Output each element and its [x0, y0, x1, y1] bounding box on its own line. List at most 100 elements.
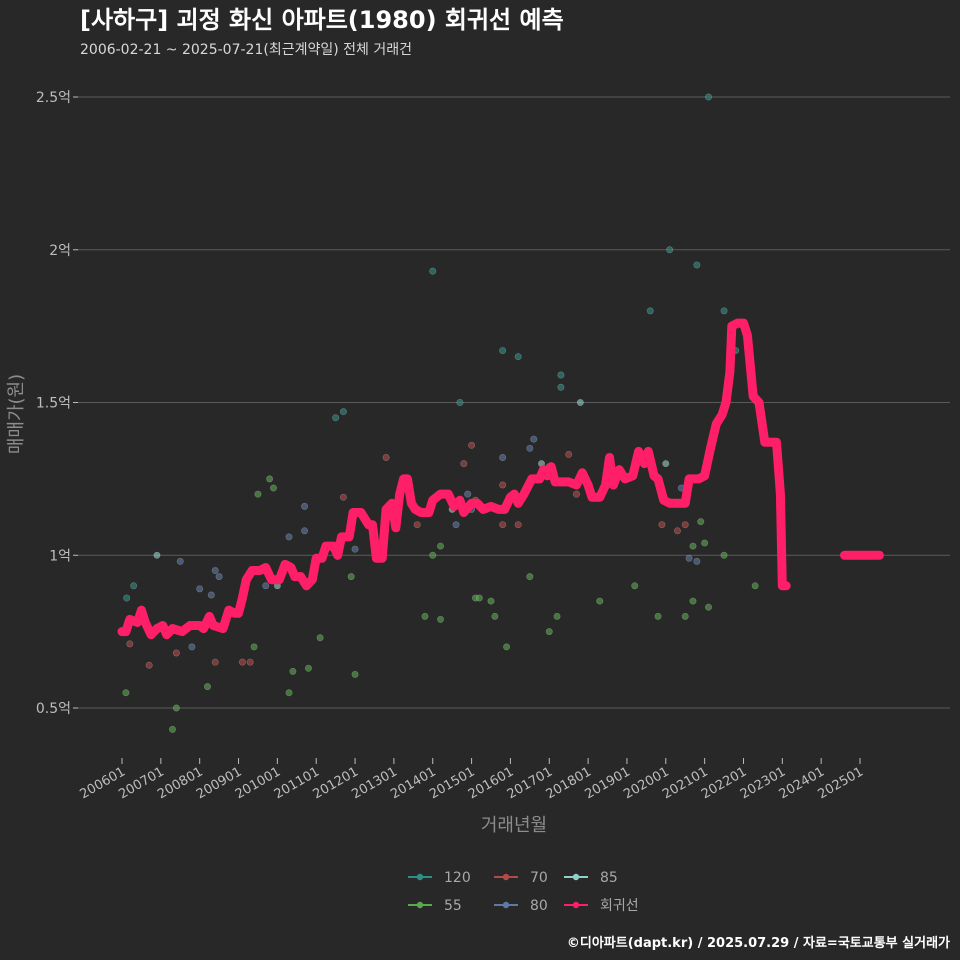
point-80	[215, 573, 223, 581]
point-70	[172, 649, 180, 657]
point-120	[646, 307, 654, 315]
point-55	[289, 667, 297, 675]
legend-item-55: 55	[408, 898, 462, 914]
point-55	[545, 628, 553, 636]
point-55	[705, 603, 713, 611]
point-70	[413, 521, 421, 529]
point-55	[553, 612, 561, 620]
legend-item-80: 80	[494, 898, 548, 914]
point-55	[720, 551, 728, 559]
gridlines	[78, 96, 950, 709]
point-80	[176, 557, 184, 565]
point-55	[421, 612, 429, 620]
point-70	[460, 460, 468, 468]
point-70	[681, 521, 689, 529]
point-55	[168, 725, 176, 733]
x-tick-label: 202501	[816, 764, 866, 802]
point-80	[262, 582, 270, 590]
point-80	[301, 527, 309, 535]
point-55	[266, 475, 274, 483]
point-55	[526, 573, 534, 581]
point-55	[689, 597, 697, 605]
point-80	[196, 585, 204, 593]
legend-item-회귀선: 회귀선	[564, 898, 639, 914]
point-80	[693, 557, 701, 565]
point-80	[351, 545, 359, 553]
point-55	[203, 683, 211, 691]
legend: 120 70 85 55 80 회귀선	[408, 870, 639, 914]
legend-dot	[416, 901, 424, 909]
x-axis-label: 거래년월	[481, 815, 547, 836]
y-tick-label: 1억	[49, 548, 71, 564]
legend-item-120: 120	[408, 870, 471, 886]
point-80	[499, 453, 507, 461]
y-tick-label: 2.5억	[36, 90, 71, 106]
point-120	[514, 353, 522, 361]
point-55	[491, 612, 499, 620]
footer-credit: ©디아파트(dapt.kr) / 2025.07.29 / 자료=국토교통부 실…	[567, 935, 950, 951]
point-55	[351, 670, 359, 678]
point-80	[452, 521, 460, 529]
point-85	[662, 460, 670, 468]
regression-segment	[117, 318, 791, 640]
point-55	[429, 551, 437, 559]
point-55	[304, 664, 312, 672]
point-70	[658, 521, 666, 529]
point-55	[701, 539, 709, 547]
legend-label: 70	[530, 870, 548, 886]
legend-dot	[572, 873, 580, 881]
point-70	[238, 658, 246, 666]
point-120	[705, 93, 713, 101]
legend-label: 120	[444, 870, 471, 886]
point-70	[565, 450, 573, 458]
point-80	[530, 435, 538, 443]
point-55	[631, 582, 639, 590]
point-70	[126, 640, 134, 648]
point-55	[316, 634, 324, 642]
point-80	[188, 643, 196, 651]
point-70	[211, 658, 219, 666]
point-55	[697, 518, 705, 526]
point-55	[487, 597, 495, 605]
point-120	[557, 383, 565, 391]
y-tick-label: 2억	[49, 243, 71, 259]
point-55	[681, 612, 689, 620]
point-70	[572, 490, 580, 498]
y-axis-ticks: 0.5억 1억 1.5억 2억 2.5억	[36, 90, 78, 717]
y-tick-label: 1.5억	[36, 396, 71, 412]
legend-dot	[416, 873, 424, 881]
point-55	[347, 573, 355, 581]
point-120	[720, 307, 728, 315]
point-80	[526, 444, 534, 452]
point-70	[514, 521, 522, 529]
y-tick-label: 0.5억	[36, 701, 71, 717]
point-55	[596, 597, 604, 605]
chart-title: [사하구] 괴정 화신 아파트(1980) 회귀선 예측	[80, 6, 564, 34]
regression-line	[117, 318, 884, 640]
point-55	[437, 615, 445, 623]
point-55	[269, 484, 277, 492]
legend-label: 회귀선	[600, 898, 639, 914]
point-70	[673, 527, 681, 535]
point-80	[685, 554, 693, 562]
chart-subtitle: 2006-02-21 ~ 2025-07-21(최근계약일) 전체 거래건	[80, 42, 412, 58]
legend-label: 85	[600, 870, 618, 886]
point-120	[429, 267, 437, 275]
point-120	[339, 408, 347, 416]
point-55	[250, 643, 258, 651]
legend-dot	[502, 873, 510, 881]
point-55	[172, 704, 180, 712]
point-55	[122, 689, 130, 697]
point-55	[503, 643, 511, 651]
point-120	[499, 347, 507, 355]
point-70	[499, 521, 507, 529]
point-55	[751, 582, 759, 590]
legend-dot	[572, 901, 580, 909]
point-55	[254, 490, 262, 498]
point-55	[689, 542, 697, 550]
point-80	[301, 502, 309, 510]
scatter-points	[122, 93, 759, 733]
point-70	[246, 658, 254, 666]
legend-dot	[502, 901, 510, 909]
